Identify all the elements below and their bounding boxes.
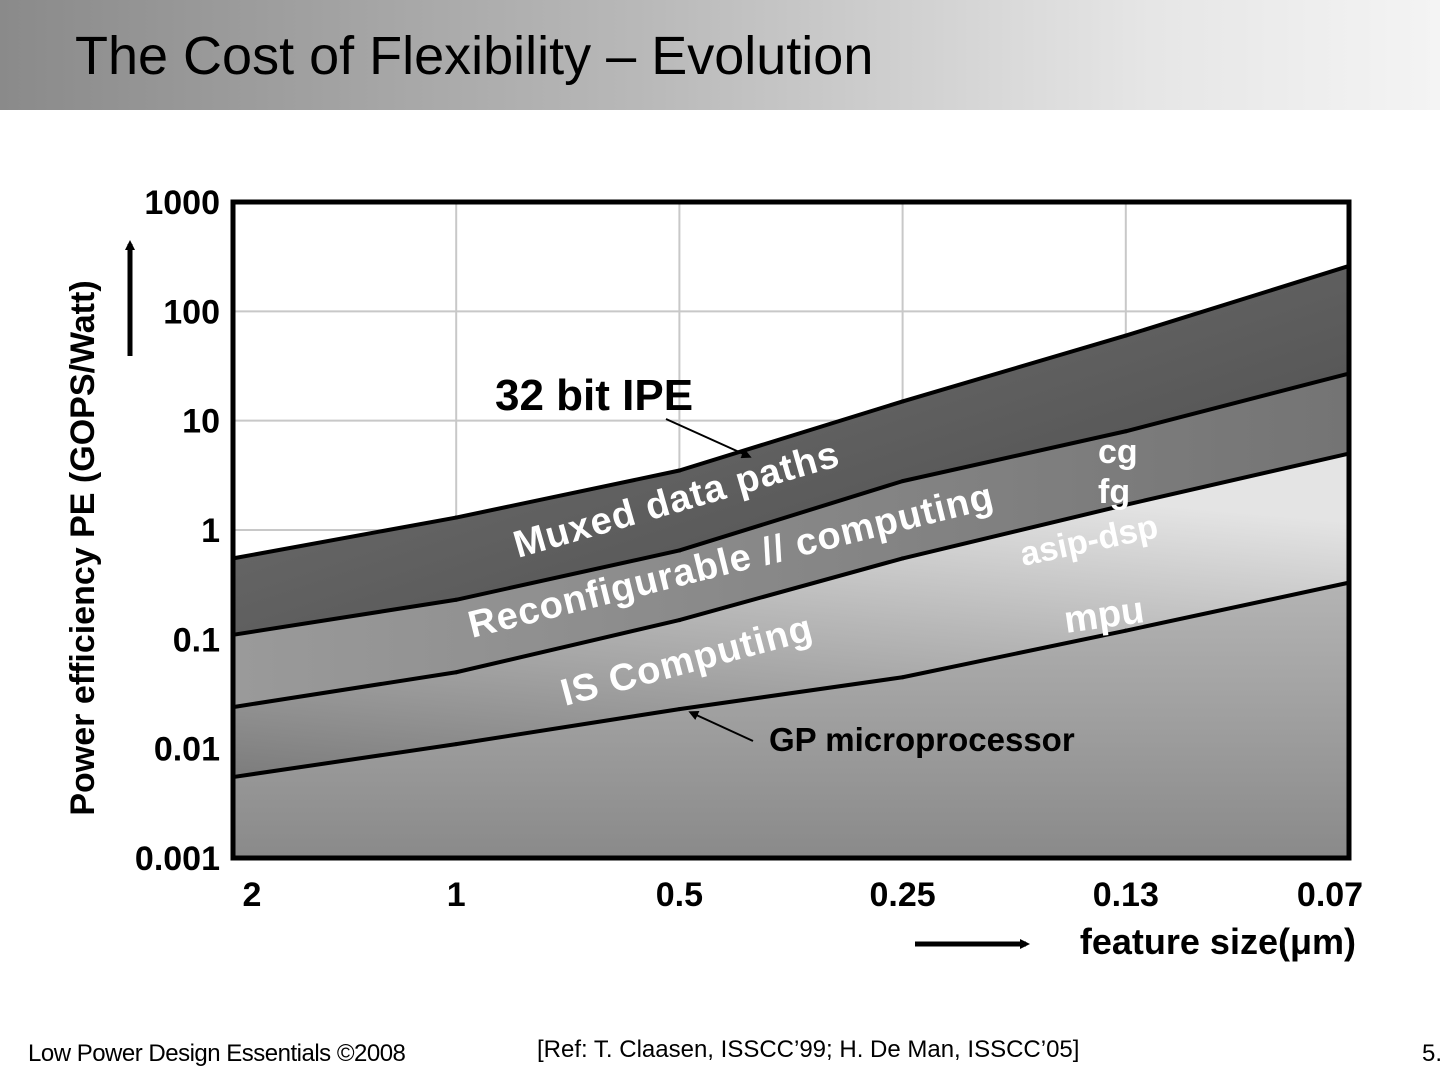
y-tick-label: 0.001 <box>135 840 220 878</box>
annotation-ipe-arrow <box>665 418 752 459</box>
line-asip-dsp-path <box>232 451 1350 710</box>
band-muxed-data-paths <box>233 265 1349 635</box>
line-asip-dsp-point-4 <box>1123 502 1128 507</box>
slide-title: The Cost of Flexibility – Evolution <box>75 26 874 86</box>
y-tick-label: 1 <box>201 512 220 550</box>
line-32bit-ipe-point-3 <box>900 399 905 404</box>
line-gp-microprocessor-point-3 <box>900 675 905 680</box>
x-tick-label: 0.07 <box>1297 876 1363 914</box>
line-cg-path <box>232 371 1350 637</box>
x-axis-label: feature size(μm) <box>1080 921 1356 962</box>
line-gp-microprocessor-point-2 <box>677 707 682 712</box>
line-asip-dsp-point-3 <box>900 556 905 561</box>
line-32bit-ipe-point-1 <box>454 515 459 520</box>
band-reconfigurable-computing <box>233 373 1349 708</box>
band-is-computing <box>233 453 1349 778</box>
footer-reference: [Ref: T. Claasen, ISSCC’99; H. De Man, I… <box>537 1036 1080 1063</box>
band-below-gp <box>233 582 1349 856</box>
y-tick-label: 100 <box>163 293 220 331</box>
x-tick-label: 0.5 <box>656 876 703 914</box>
line-gp-microprocessor-path <box>232 580 1350 780</box>
footer-copyright: Low Power Design Essentials ©2008 <box>28 1040 406 1067</box>
line-gp-microprocessor <box>231 580 1351 780</box>
title-bar: The Cost of Flexibility – Evolution <box>0 0 1440 110</box>
x-tick-label: 0.25 <box>870 876 936 914</box>
line-32bit-ipe-point-4 <box>1123 333 1128 338</box>
annotation-cg: cg <box>1098 433 1138 471</box>
line-gp-microprocessor-point-4 <box>1123 628 1128 633</box>
annotation-gp-microprocessor: GP microprocessor <box>769 721 1075 758</box>
x-tick-label: 0.13 <box>1093 876 1159 914</box>
line-32bit-ipe-path <box>232 264 1350 561</box>
y-tick-label: 10 <box>182 403 220 441</box>
annotation-ipe: 32 bit IPE <box>495 371 693 420</box>
y-tick-label: 0.1 <box>173 621 220 659</box>
y-tick-label: 0.01 <box>154 731 220 769</box>
line-32bit-ipe-point-2 <box>677 468 682 473</box>
annotation-fg: fg <box>1098 473 1130 511</box>
line-cg-point-1 <box>454 597 459 602</box>
x-tick-label: 1 <box>447 876 466 914</box>
line-cg-point-2 <box>677 548 682 553</box>
band-layer <box>233 265 1349 856</box>
line-asip-dsp <box>231 451 1351 710</box>
y-axis-label: Power efficiency PE (GOPS/Watt) <box>64 280 102 815</box>
x-tick-label: 2 <box>243 876 262 914</box>
line-asip-dsp-point-2 <box>677 618 682 623</box>
line-cg-point-4 <box>1123 429 1128 434</box>
line-asip-dsp-point-1 <box>454 670 459 675</box>
y-tick-labels: 1000 100 10 1 0.1 0.01 0.001 <box>135 184 220 878</box>
line-layer <box>231 263 1351 780</box>
line-cg-point-3 <box>900 479 905 484</box>
x-tick-labels: 2 1 0.5 0.25 0.13 0.07 <box>243 876 1364 914</box>
y-tick-label: 1000 <box>144 184 220 222</box>
plot-frame <box>230 199 1352 861</box>
line-gp-microprocessor-point-1 <box>454 742 459 747</box>
annotation-gp-arrow <box>688 710 754 742</box>
page-number: 5. <box>1422 1040 1440 1067</box>
